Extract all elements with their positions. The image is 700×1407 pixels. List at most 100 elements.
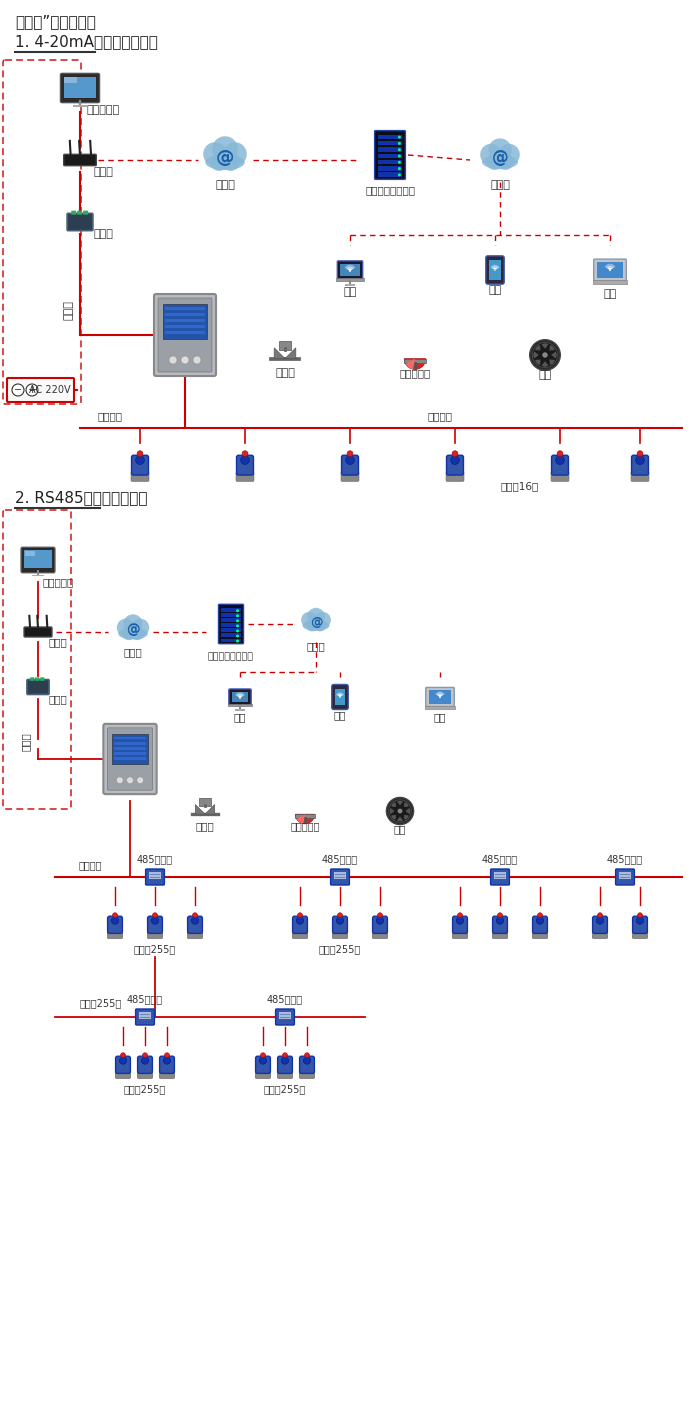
- Text: 单机版电脑: 单机版电脑: [43, 577, 74, 587]
- Text: +: +: [27, 386, 36, 395]
- FancyBboxPatch shape: [552, 456, 568, 476]
- Text: 485中继器: 485中继器: [127, 993, 163, 1005]
- Circle shape: [398, 155, 401, 158]
- FancyBboxPatch shape: [491, 870, 510, 885]
- Bar: [148, 872, 162, 879]
- FancyBboxPatch shape: [592, 930, 608, 938]
- Bar: [221, 608, 241, 612]
- Text: 485中继器: 485中继器: [322, 854, 358, 864]
- FancyBboxPatch shape: [40, 677, 44, 681]
- Circle shape: [636, 917, 643, 924]
- Circle shape: [191, 917, 199, 924]
- Circle shape: [458, 913, 463, 917]
- FancyBboxPatch shape: [374, 131, 405, 180]
- FancyBboxPatch shape: [35, 677, 39, 681]
- Circle shape: [127, 777, 134, 784]
- Circle shape: [306, 619, 318, 632]
- Circle shape: [163, 1057, 171, 1064]
- Text: 风机: 风机: [538, 370, 552, 380]
- Circle shape: [530, 339, 560, 370]
- Bar: [165, 319, 205, 322]
- Bar: [221, 629, 241, 632]
- Circle shape: [131, 628, 144, 640]
- Circle shape: [556, 456, 564, 464]
- Circle shape: [116, 777, 123, 784]
- Bar: [221, 613, 241, 616]
- Text: 转换器: 转换器: [93, 229, 113, 239]
- FancyBboxPatch shape: [188, 930, 202, 938]
- FancyBboxPatch shape: [107, 727, 153, 791]
- FancyBboxPatch shape: [237, 456, 253, 476]
- Polygon shape: [195, 805, 205, 815]
- Text: 终端: 终端: [603, 288, 617, 300]
- Bar: [74, 106, 87, 107]
- Circle shape: [181, 356, 189, 364]
- FancyBboxPatch shape: [21, 547, 55, 573]
- Bar: [377, 160, 402, 165]
- Bar: [114, 757, 146, 760]
- Wedge shape: [391, 815, 396, 820]
- FancyBboxPatch shape: [533, 930, 547, 938]
- FancyBboxPatch shape: [551, 473, 569, 481]
- Text: 电脑: 电脑: [344, 287, 356, 297]
- Circle shape: [609, 269, 611, 272]
- Circle shape: [212, 136, 238, 162]
- Text: 电磁阀: 电磁阀: [195, 822, 214, 832]
- FancyBboxPatch shape: [332, 930, 348, 938]
- FancyBboxPatch shape: [138, 1057, 153, 1074]
- Text: 机气猫”系列报警器: 机气猫”系列报警器: [15, 14, 96, 30]
- Circle shape: [141, 1057, 148, 1064]
- Wedge shape: [404, 802, 409, 808]
- FancyBboxPatch shape: [493, 916, 507, 933]
- Circle shape: [136, 777, 144, 784]
- Wedge shape: [295, 815, 314, 825]
- Wedge shape: [397, 816, 403, 822]
- Circle shape: [301, 612, 317, 628]
- Circle shape: [398, 160, 401, 163]
- Circle shape: [314, 619, 326, 632]
- Circle shape: [120, 1052, 125, 1058]
- Text: 可连接255台: 可连接255台: [264, 1083, 306, 1095]
- Bar: [425, 705, 455, 709]
- Circle shape: [636, 456, 644, 464]
- Bar: [279, 1012, 291, 1019]
- Bar: [494, 872, 506, 879]
- Text: 路由器: 路由器: [48, 637, 67, 647]
- Circle shape: [598, 913, 603, 917]
- FancyBboxPatch shape: [452, 930, 468, 938]
- Circle shape: [377, 913, 382, 917]
- Bar: [221, 623, 241, 628]
- FancyBboxPatch shape: [236, 473, 254, 481]
- Circle shape: [26, 384, 38, 395]
- Circle shape: [346, 456, 354, 464]
- Text: @: @: [126, 623, 140, 637]
- FancyBboxPatch shape: [426, 688, 454, 706]
- Circle shape: [637, 450, 643, 456]
- Circle shape: [456, 917, 463, 924]
- FancyBboxPatch shape: [633, 916, 648, 933]
- Text: 485中继器: 485中继器: [482, 854, 518, 864]
- Bar: [114, 737, 146, 740]
- FancyBboxPatch shape: [158, 298, 212, 371]
- Wedge shape: [550, 359, 555, 364]
- Text: 手机: 手机: [334, 711, 346, 720]
- Text: 2. RS485信号连接系统图: 2. RS485信号连接系统图: [15, 490, 148, 505]
- Bar: [232, 692, 248, 702]
- FancyBboxPatch shape: [71, 211, 76, 215]
- Circle shape: [303, 1057, 311, 1064]
- Text: 信号输入: 信号输入: [78, 860, 102, 870]
- FancyBboxPatch shape: [148, 930, 162, 938]
- Bar: [228, 704, 252, 706]
- Circle shape: [349, 270, 351, 272]
- Circle shape: [377, 917, 384, 924]
- Circle shape: [638, 913, 643, 917]
- Text: 信号输入: 信号输入: [97, 411, 122, 421]
- Circle shape: [398, 809, 402, 813]
- FancyBboxPatch shape: [77, 211, 82, 215]
- FancyBboxPatch shape: [146, 870, 164, 885]
- Bar: [336, 279, 364, 281]
- Circle shape: [132, 619, 149, 636]
- Circle shape: [222, 153, 240, 170]
- Text: 转换器: 转换器: [48, 694, 67, 704]
- Circle shape: [123, 615, 143, 633]
